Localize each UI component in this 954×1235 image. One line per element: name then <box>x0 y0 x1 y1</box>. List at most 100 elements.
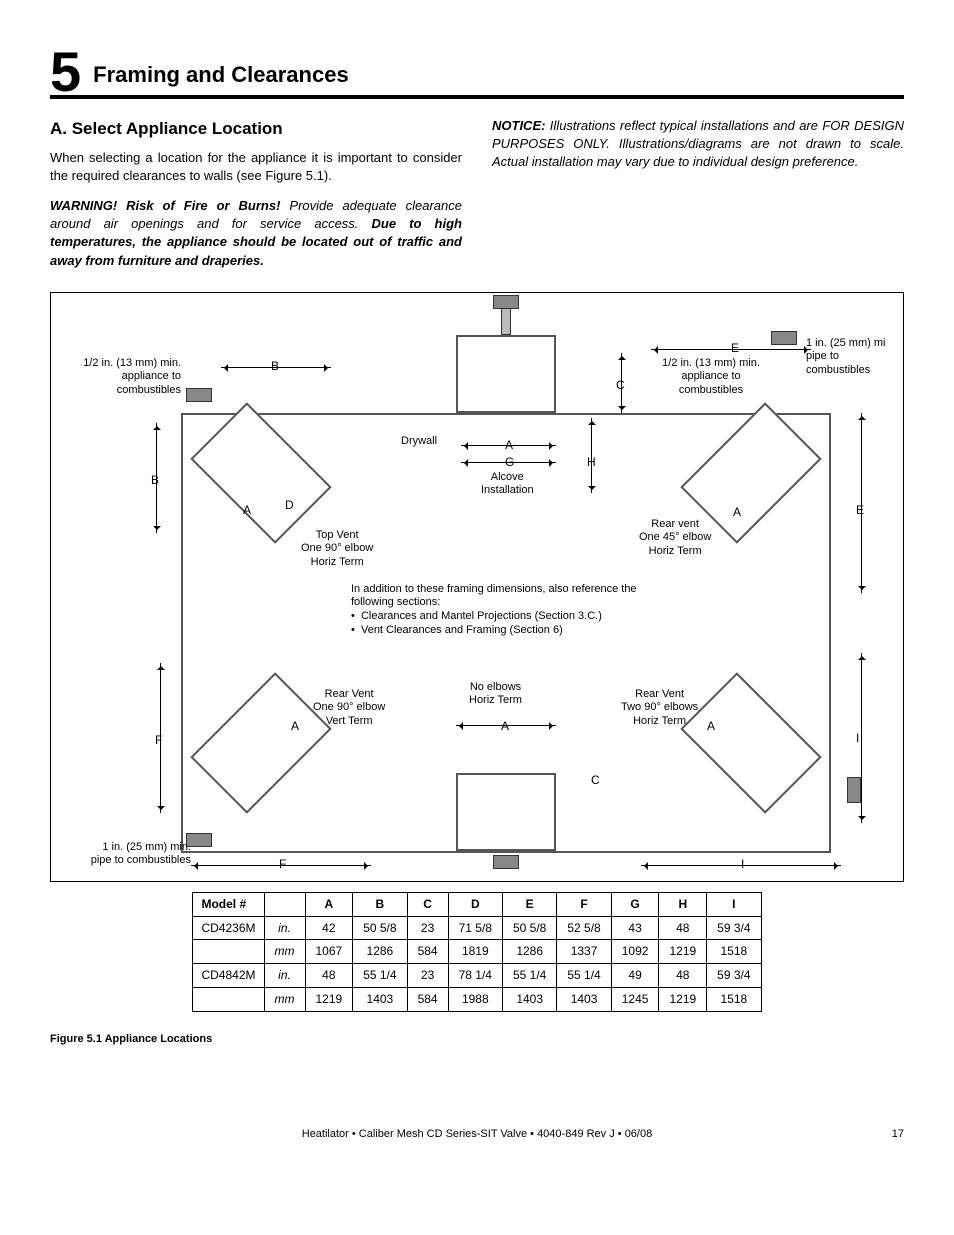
th-model: Model # <box>193 892 264 916</box>
table-cell: CD4842M <box>193 964 264 988</box>
page-footer: Heatilator • Caliber Mesh CD Series-SIT … <box>50 1127 904 1142</box>
table-cell: 59 3/4 <box>707 916 761 940</box>
table-cell: 71 5/8 <box>448 916 502 940</box>
table-cell: 1245 <box>611 987 659 1011</box>
dim-arrow-a-center <box>461 445 556 446</box>
section-header: 5 Framing and Clearances <box>50 50 904 99</box>
rear-45-label: Rear vent One 45° elbow Horiz Term <box>639 518 711 559</box>
table-cell: 55 1/4 <box>353 964 407 988</box>
drywall-label: Drywall <box>401 435 437 449</box>
dim-arrow-b-left <box>156 423 157 533</box>
figure-diagram: 1/2 in. (13 mm) min. appliance to combus… <box>50 292 904 882</box>
dim-arrow-i-bottom <box>641 865 841 866</box>
dimensions-table: Model # A B C D E F G H I CD4236Min.4250… <box>192 892 761 1012</box>
dim-arrow-f-bottom <box>191 865 371 866</box>
table-cell: 584 <box>407 987 448 1011</box>
dim-F-left: F <box>155 733 162 748</box>
warning-label: WARNING! Risk of Fire or Burns! <box>50 198 280 213</box>
dim-A-bl: A <box>291 719 299 734</box>
table-cell: 1819 <box>448 940 502 964</box>
intro-columns: A. Select Appliance Location When select… <box>50 117 904 282</box>
table-cell: 1219 <box>659 940 707 964</box>
dim-I-right: I <box>856 731 859 746</box>
no-elbow-label: No elbows Horiz Term <box>469 681 522 709</box>
th-g: G <box>611 892 659 916</box>
notice-body: Illustrations reflect typical installati… <box>492 118 904 169</box>
clearance-label-tr: 1/2 in. (13 mm) min. appliance to combus… <box>641 357 781 398</box>
table-cell: 1403 <box>353 987 407 1011</box>
table-cell: 1403 <box>557 987 611 1011</box>
table-row: mm12191403584198814031403124512191518 <box>193 987 761 1011</box>
dim-arrow-c-top <box>621 353 622 413</box>
dim-arrow-e-right <box>861 413 862 593</box>
footer-left <box>50 1127 90 1142</box>
vent-cap-top-center <box>493 295 519 309</box>
intro-paragraph: When selecting a location for the applia… <box>50 149 462 185</box>
th-d: D <box>448 892 502 916</box>
section-number: 5 <box>50 50 81 95</box>
subsection-heading: A. Select Appliance Location <box>50 117 462 141</box>
th-unit <box>264 892 305 916</box>
vent-cap-top-right <box>771 331 797 345</box>
dim-arrow-f-left <box>160 663 161 813</box>
table-header-row: Model # A B C D E F G H I <box>193 892 761 916</box>
table-cell: 584 <box>407 940 448 964</box>
table-cell: 1518 <box>707 940 761 964</box>
table-cell: 48 <box>659 916 707 940</box>
warning-paragraph: WARNING! Risk of Fire or Burns! Provide … <box>50 197 462 270</box>
two-90-label: Rear Vent Two 90° elbows Horiz Term <box>621 688 698 729</box>
table-cell: in. <box>264 916 305 940</box>
dim-D: D <box>285 498 294 513</box>
rear-90-vert-label: Rear Vent One 90° elbow Vert Term <box>313 688 385 729</box>
table-row: mm10671286584181912861337109212191518 <box>193 940 761 964</box>
th-i: I <box>707 892 761 916</box>
th-b: B <box>353 892 407 916</box>
footer-page-number: 17 <box>864 1127 904 1142</box>
table-cell: 23 <box>407 964 448 988</box>
dim-arrow-e-top <box>651 349 811 350</box>
clearance-label-right: 1 in. (25 mm) mi pipe to combustibles <box>806 337 904 378</box>
table-cell <box>193 940 264 964</box>
table-cell: mm <box>264 987 305 1011</box>
table-cell: 1988 <box>448 987 502 1011</box>
top-vent-label: Top Vent One 90° elbow Horiz Term <box>301 529 373 570</box>
th-f: F <box>557 892 611 916</box>
figure-caption: Figure 5.1 Appliance Locations <box>50 1032 904 1047</box>
table-cell: 52 5/8 <box>557 916 611 940</box>
addl-bullet-2: Vent Clearances and Framing (Section 6) <box>361 624 563 636</box>
table-cell: 49 <box>611 964 659 988</box>
dim-arrow-h <box>591 418 592 493</box>
th-c: C <box>407 892 448 916</box>
table-cell: 1286 <box>502 940 556 964</box>
table-cell: 55 1/4 <box>502 964 556 988</box>
appliance-alcove <box>456 335 556 413</box>
additional-ref: In addition to these framing dimensions,… <box>351 583 681 638</box>
vent-cap-bottom-center <box>493 855 519 869</box>
dim-B-left: B <box>151 473 159 488</box>
table-cell: 59 3/4 <box>707 964 761 988</box>
table-cell: 78 1/4 <box>448 964 502 988</box>
table-cell: 43 <box>611 916 659 940</box>
dim-arrow-g <box>461 462 556 463</box>
section-title: Framing and Clearances <box>93 60 349 95</box>
table-cell: 50 5/8 <box>353 916 407 940</box>
table-cell: 1403 <box>502 987 556 1011</box>
table-cell: 1067 <box>305 940 353 964</box>
addl-intro: In addition to these framing dimensions,… <box>351 583 637 609</box>
table-cell: 1092 <box>611 940 659 964</box>
th-h: H <box>659 892 707 916</box>
table-cell: 1337 <box>557 940 611 964</box>
table-cell: mm <box>264 940 305 964</box>
alcove-label: Alcove Installation <box>481 471 534 499</box>
vent-cap-side-right <box>847 777 861 803</box>
dim-A-br: A <box>707 719 715 734</box>
table-cell: 1219 <box>305 987 353 1011</box>
dim-arrow-i-right <box>861 653 862 823</box>
dim-arrow-b-top <box>221 367 331 368</box>
table-cell: CD4236M <box>193 916 264 940</box>
table-cell: 48 <box>659 964 707 988</box>
table-row: CD4236Min.4250 5/82371 5/850 5/852 5/843… <box>193 916 761 940</box>
notice-label: NOTICE: <box>492 118 545 133</box>
th-e: E <box>502 892 556 916</box>
table-cell: in. <box>264 964 305 988</box>
